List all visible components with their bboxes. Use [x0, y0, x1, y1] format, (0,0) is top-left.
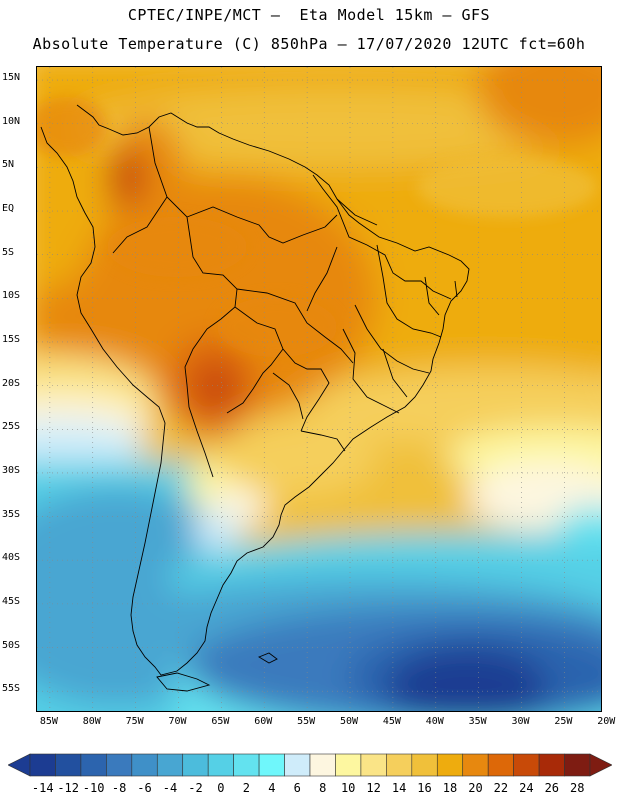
- colorbar-segment: [360, 753, 387, 777]
- colorbar-segment: [436, 753, 464, 777]
- colorbar-tick-label: 18: [442, 781, 458, 795]
- colorbar-segment: [462, 753, 489, 777]
- longitude-tick-label: 25W: [554, 716, 573, 727]
- latitude-tick-label: 50S: [2, 639, 21, 651]
- latitude-tick-label: 25S: [2, 421, 21, 433]
- colorbar-tick-label: 12: [366, 781, 381, 795]
- colorbar-tick-label: 4: [268, 781, 276, 795]
- latitude-tick-label: 15S: [2, 333, 21, 345]
- longitude-tick-label: 85W: [39, 716, 58, 727]
- longitude-tick-label: 35W: [468, 716, 487, 727]
- colorbar-tick-label: 24: [519, 781, 534, 795]
- colorbar-segment: [564, 753, 591, 777]
- colorbar-tick-label: -6: [137, 781, 152, 795]
- colorbar-segment: [538, 753, 565, 777]
- longitude-tick-label: 70W: [168, 716, 187, 727]
- colorbar-tick-label: -4: [162, 781, 178, 795]
- colorbar-segment: [335, 753, 362, 777]
- colorbar-tick-label: 2: [242, 781, 250, 795]
- colorbar-segment: [131, 753, 158, 777]
- colorbar-segment: [233, 753, 260, 777]
- colorbar-tick-label: -14: [31, 781, 54, 795]
- longitude-tick-label: 60W: [254, 716, 273, 727]
- temperature-map: [36, 66, 602, 712]
- latitude-tick-label: 5S: [2, 246, 15, 258]
- colorbar-tick-label: 26: [544, 781, 560, 795]
- latitude-tick-label: 55S: [2, 683, 21, 695]
- colorbar-segment: [411, 753, 438, 777]
- colorbar-tick-label: 16: [417, 781, 432, 795]
- colorbar-segment: [80, 753, 107, 777]
- colorbar-segment: [309, 753, 336, 777]
- colorbar-segment: [207, 753, 234, 777]
- colorbar-tick-label: 22: [493, 781, 509, 795]
- colorbar-tick-label: 14: [391, 781, 407, 795]
- colorbar-segment: [156, 753, 184, 777]
- latitude-tick-label: EQ: [2, 203, 15, 215]
- colorbar-tick-label: 20: [468, 781, 483, 795]
- temperature-colorbar: [8, 753, 612, 777]
- longitude-tick-label: 45W: [382, 716, 401, 727]
- colorbar-tick-label: -8: [111, 781, 127, 795]
- colorbar-segment: [258, 753, 285, 777]
- latitude-tick-label: 5N: [2, 159, 15, 171]
- colorbar-segment: [386, 753, 413, 777]
- latitude-tick-label: 15N: [2, 72, 21, 84]
- map-outlines: [40, 104, 470, 692]
- longitude-tick-label: 40W: [425, 716, 444, 727]
- colorbar-tick-label: -2: [188, 781, 203, 795]
- colorbar-segment: [513, 753, 540, 777]
- latitude-tick-label: 40S: [2, 552, 21, 564]
- colorbar-tick-label: 0: [217, 781, 225, 795]
- colorbar-tick-label: -12: [57, 781, 80, 795]
- brazil-states: [306, 174, 458, 414]
- chart-title-line1: CPTEC/INPE/MCT – Eta Model 15km – GFS: [127, 6, 491, 24]
- latitude-tick-label: 45S: [2, 595, 21, 607]
- country-borders: [112, 126, 378, 478]
- colorbar-segment: [29, 753, 56, 777]
- latitude-tick-label: 35S: [2, 508, 21, 520]
- colorbar-segment: [182, 753, 209, 777]
- colorbar-tick-label: 28: [570, 781, 585, 795]
- falkland-islands: [257, 652, 278, 664]
- latitude-tick-label: 10S: [2, 290, 21, 302]
- colorbar-tick-label: 10: [340, 781, 356, 795]
- colorbar-min-arrow: [8, 753, 31, 777]
- latitude-tick-label: 30S: [2, 464, 21, 476]
- colorbar-max-arrow: [589, 753, 612, 777]
- colorbar-segment: [55, 753, 82, 777]
- longitude-tick-label: 55W: [297, 716, 316, 727]
- latitude-tick-label: 10N: [2, 115, 21, 127]
- colorbar-tick-label: 8: [319, 781, 327, 795]
- south-america-coast: [40, 104, 470, 676]
- colorbar-segment: [284, 753, 311, 777]
- map-canvas: [37, 67, 601, 711]
- longitude-tick-label: 30W: [511, 716, 530, 727]
- colorbar-segment: [106, 753, 133, 777]
- longitude-tick-label: 75W: [125, 716, 144, 727]
- chart-title-line2: Absolute Temperature (C) 850hPa – 17/07/…: [32, 35, 586, 53]
- longitude-tick-label: 20W: [597, 716, 616, 727]
- colorbar-tick-label: 6: [293, 781, 301, 795]
- colorbar-tick-label: -10: [82, 781, 105, 795]
- longitude-tick-label: 50W: [339, 716, 359, 727]
- colorbar-segment: [487, 753, 514, 777]
- tierra-del-fuego: [156, 672, 211, 692]
- longitude-tick-label: 80W: [82, 716, 101, 727]
- latitude-tick-label: 20S: [2, 377, 21, 389]
- longitude-tick-label: 65W: [211, 716, 230, 727]
